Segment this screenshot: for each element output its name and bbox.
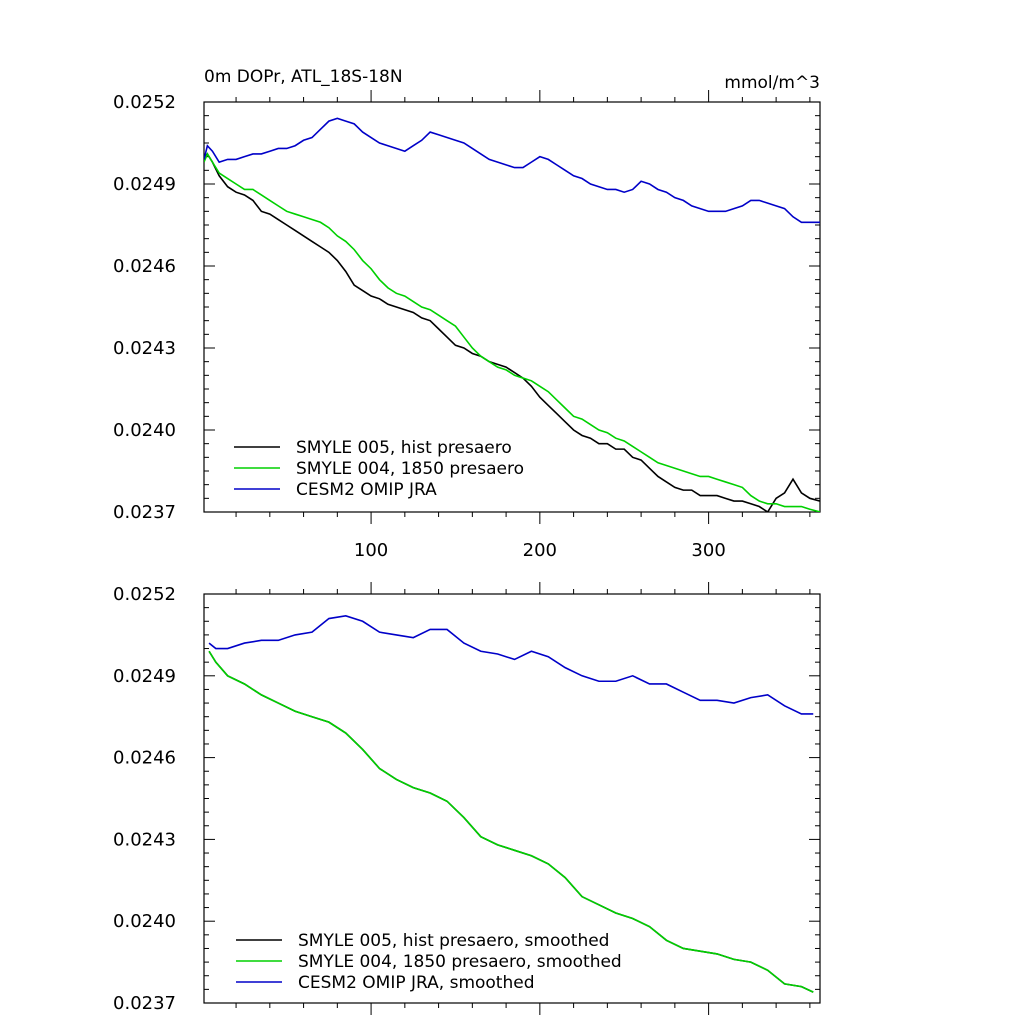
- bottom-panel: 0.0237 0.0240 0.0243 0.0246 0.0249 0.0252 SMYL…: [113, 582, 821, 1015]
- bottom-ytick-label: 0.0237: [113, 993, 176, 1014]
- chart-title: 0m DOPr, ATL_18S-18N: [204, 67, 403, 87]
- bottom-legend-label: CESM2 OMIP JRA, smoothed: [298, 973, 535, 993]
- top-legend-label: CESM2 OMIP JRA: [296, 480, 437, 500]
- top-ytick-label: 0.0252: [113, 92, 176, 113]
- bottom-series-line-2: [208, 650, 814, 993]
- bottom-legend-label: SMYLE 004, 1850 presaero, smoothed: [298, 952, 622, 972]
- bottom-ytick-label: 0.0249: [113, 666, 176, 687]
- bottom-ytick-label: 0.0252: [113, 584, 176, 605]
- bottom-legend-label: SMYLE 005, hist presaero, smoothed: [298, 931, 609, 951]
- bottom-ytick-label: 0.0240: [113, 911, 176, 932]
- top-ytick-label: 0.0237: [113, 502, 176, 523]
- chart-units: mmol/m^3: [724, 73, 820, 93]
- top-ytick-label: 0.0249: [113, 174, 176, 195]
- top-series-line-3: [204, 117, 820, 224]
- top-legend-label: SMYLE 005, hist presaero: [296, 438, 512, 458]
- top-ytick-label: 0.0240: [113, 420, 176, 441]
- top-series-line-2: [204, 152, 820, 512]
- bottom-ytick-label: 0.0243: [113, 829, 176, 850]
- top-ytick-label: 0.0243: [113, 338, 176, 359]
- bottom-ytick-label: 0.0246: [113, 748, 176, 769]
- bottom-series-line-3: [208, 614, 814, 715]
- top-series-line-1: [204, 152, 820, 512]
- top-xtick-label: 100: [354, 540, 388, 561]
- top-xtick-label: 300: [691, 540, 725, 561]
- top-panel: 0.0237 0.0240 0.0243 0.0246 0.0249 0.0252 100 2…: [113, 90, 821, 561]
- top-xtick-label: 200: [523, 540, 557, 561]
- top-ytick-label: 0.0246: [113, 256, 176, 277]
- top-legend-label: SMYLE 004, 1850 presaero: [296, 459, 524, 479]
